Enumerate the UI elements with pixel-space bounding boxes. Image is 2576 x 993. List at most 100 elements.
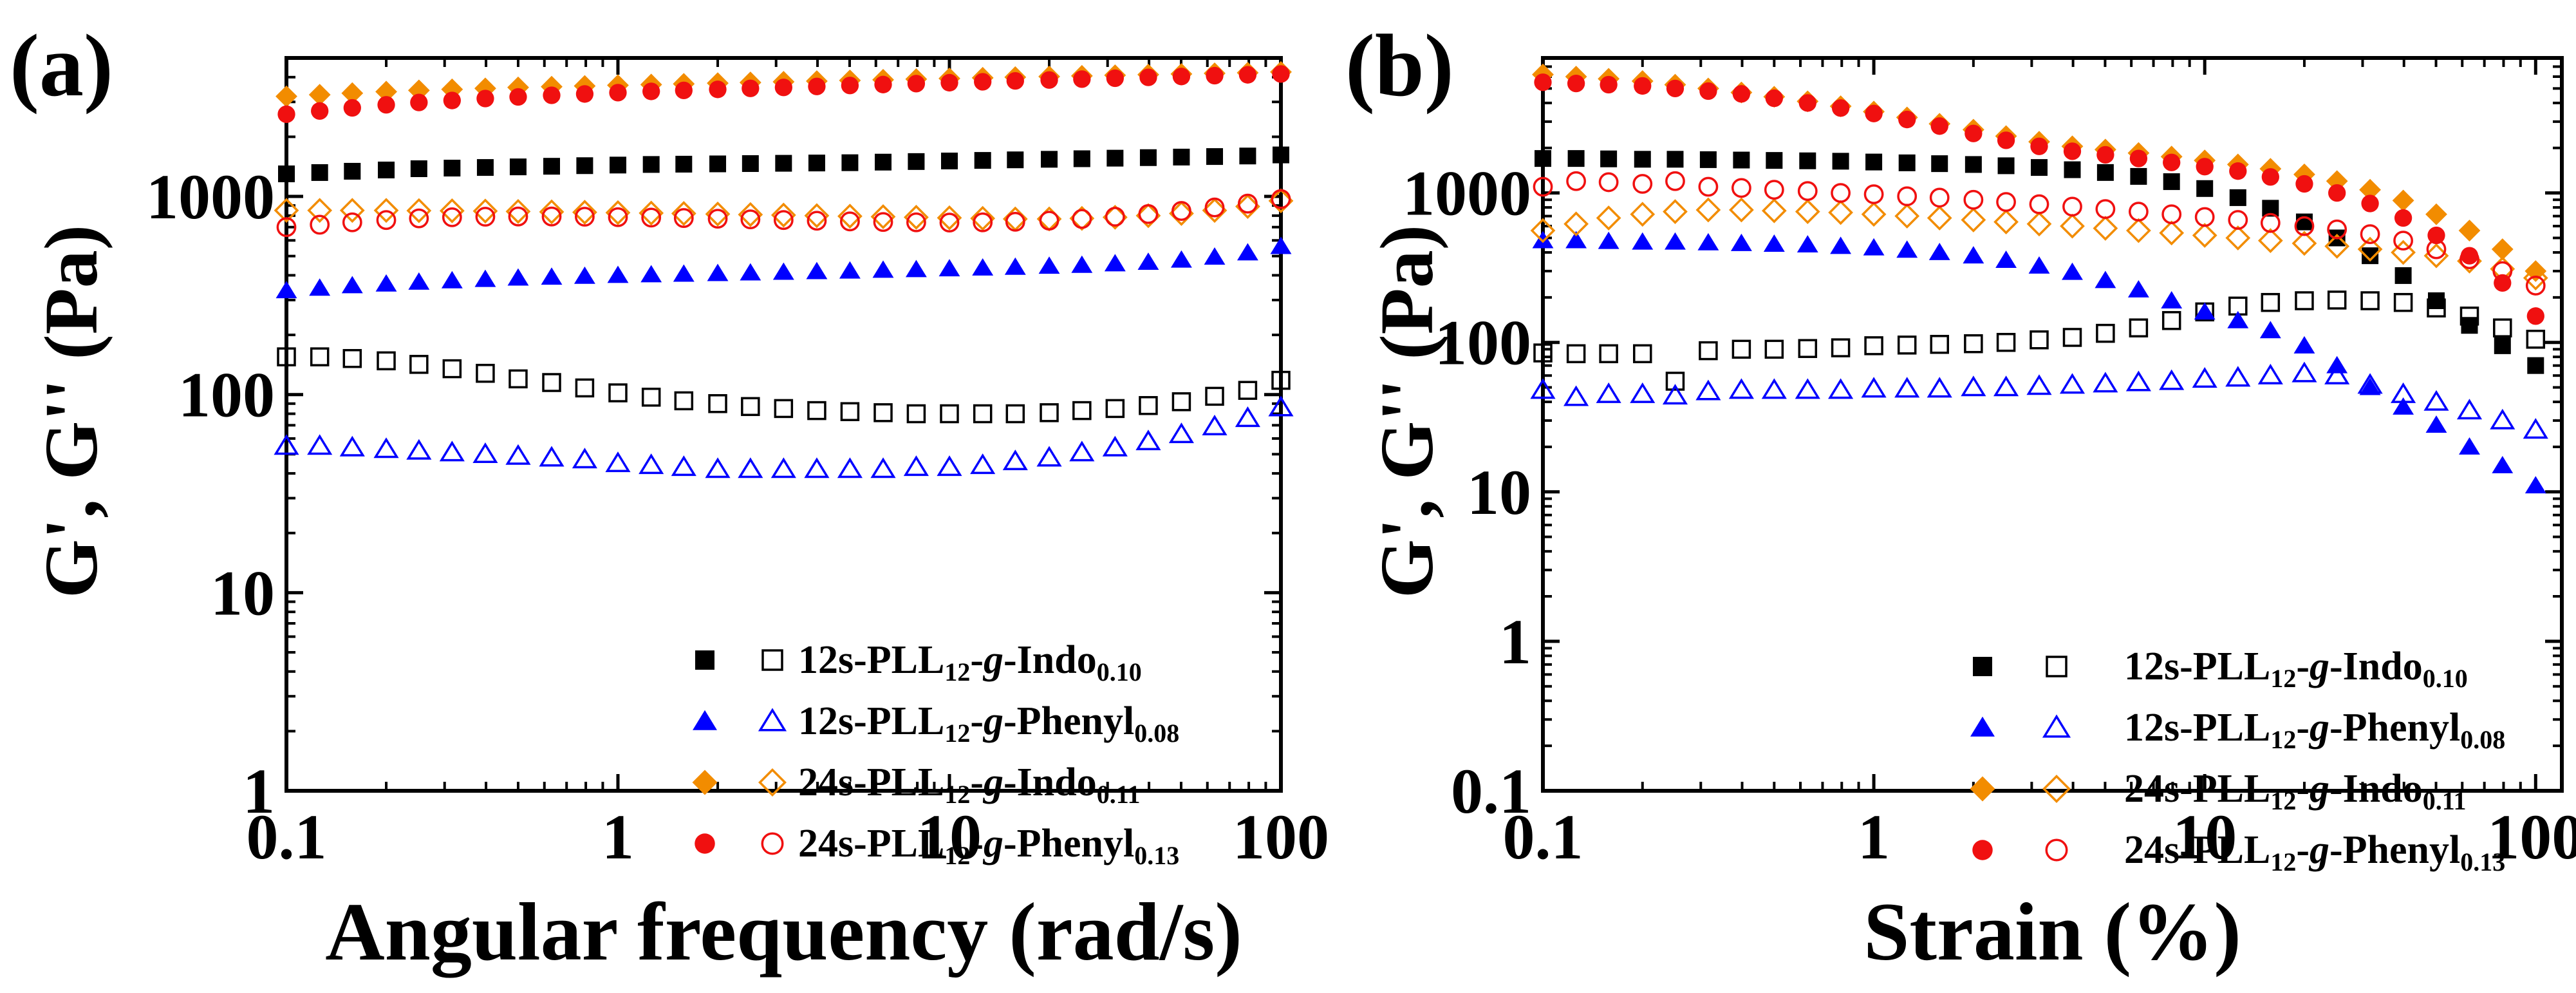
series (1534, 73, 2544, 325)
data-point (1105, 399, 1125, 419)
data-point (908, 153, 925, 170)
data-point (376, 210, 397, 231)
data-point (1202, 198, 1227, 223)
data-point (1172, 68, 1191, 86)
data-point (1563, 211, 1589, 237)
data-point (342, 348, 362, 368)
data-point (406, 439, 432, 460)
data-point (2393, 292, 2413, 312)
data-point (941, 152, 958, 169)
data-point (1961, 207, 1986, 232)
data-point (1730, 233, 1752, 251)
data-point (639, 200, 664, 226)
data-point (1535, 150, 1551, 167)
data-point (1931, 155, 1948, 173)
data-point (607, 265, 629, 283)
legend-marker-filled (1970, 716, 1995, 737)
data-point (1239, 147, 1256, 165)
data-point (1865, 153, 1883, 171)
data-point (1566, 344, 1586, 364)
data-point (709, 80, 727, 99)
data-point (2426, 239, 2447, 260)
data-point (1173, 148, 1190, 166)
data-point (1534, 73, 1552, 91)
data-point (2525, 276, 2546, 296)
data-point (2192, 367, 2217, 388)
data-point (2026, 211, 2052, 237)
data-point (1995, 251, 2017, 268)
data-point (641, 207, 662, 228)
y-tick-label: 1 (1499, 606, 1531, 677)
data-point (2526, 307, 2544, 325)
data-point (543, 86, 561, 104)
data-point (1698, 176, 1719, 197)
series (1532, 231, 2546, 494)
data-point (1530, 218, 1556, 243)
data-point (1927, 205, 1952, 231)
data-point (837, 457, 863, 478)
series (277, 65, 1290, 124)
data-point (1238, 193, 1258, 214)
data-point (709, 155, 727, 173)
data-point (2060, 213, 2085, 239)
data-point (1761, 378, 1787, 399)
data-point (575, 85, 594, 103)
data-point (542, 373, 561, 392)
data-point (870, 204, 896, 229)
data-point (808, 77, 826, 95)
data-point (2459, 437, 2480, 455)
data-point (970, 205, 996, 231)
data-point (2492, 455, 2514, 473)
legend: 12s-PLL12-g-Indo0.10 12s-PLL12-g-Phenyl0.… (692, 638, 1179, 870)
data-point (2327, 290, 2347, 310)
data-point (2492, 261, 2513, 281)
data-point (1697, 232, 1719, 251)
data-point (2456, 399, 2483, 420)
data-point (276, 217, 297, 238)
data-point (277, 347, 296, 366)
data-point (1831, 99, 1850, 117)
legend-marker-filled (692, 770, 718, 795)
data-point (1763, 234, 1785, 252)
data-point (770, 457, 796, 478)
data-point (1663, 199, 1688, 224)
data-point (605, 200, 631, 225)
data-point (1964, 334, 1983, 354)
data-point (1928, 243, 1950, 260)
data-point (2427, 298, 2446, 317)
data-point (377, 96, 395, 114)
series (1533, 290, 2546, 391)
data-point (1005, 404, 1025, 424)
data-point (2257, 363, 2283, 384)
data-point (2227, 310, 2249, 328)
data-point (2295, 213, 2313, 231)
data-point (740, 209, 761, 230)
data-point (1993, 375, 2019, 397)
data-point (1896, 240, 1918, 258)
data-point (575, 378, 595, 398)
data-point (1139, 68, 1157, 86)
data-point (1929, 187, 1950, 208)
data-point (2527, 357, 2544, 374)
data-point (675, 81, 693, 100)
data-point (2163, 173, 2180, 191)
data-point (974, 73, 992, 91)
data-point (1963, 189, 1984, 210)
plot-frame (1541, 56, 2564, 793)
data-point (341, 82, 364, 104)
data-point (275, 281, 297, 299)
data-point (1798, 94, 1816, 112)
data-point (375, 274, 397, 292)
data-point (474, 269, 496, 287)
data-point (708, 394, 727, 413)
data-point (2029, 194, 2049, 214)
data-point (442, 359, 462, 379)
data-point (2425, 203, 2447, 225)
data-point (937, 205, 962, 231)
data-point (410, 93, 428, 111)
data-point (1206, 66, 1224, 85)
y-tick-label: 0.1 (1451, 755, 1531, 827)
data-point (1139, 149, 1157, 166)
series (277, 347, 1291, 424)
data-point (2494, 337, 2511, 354)
